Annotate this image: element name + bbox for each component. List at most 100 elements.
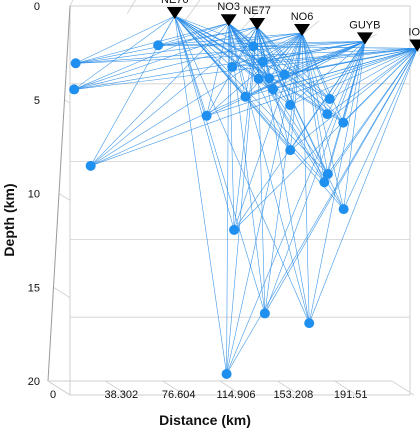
event-point bbox=[257, 56, 268, 67]
ray-path bbox=[174, 15, 233, 68]
y-tick-labels: 0 5 10 15 20 bbox=[28, 1, 40, 388]
ray-path bbox=[90, 41, 366, 167]
ray-paths bbox=[73, 15, 418, 375]
ray-path bbox=[284, 32, 303, 75]
floor-gridline bbox=[277, 380, 300, 396]
ray-path bbox=[174, 15, 266, 314]
event-point bbox=[322, 109, 333, 120]
ray-path bbox=[75, 15, 175, 64]
ray-path bbox=[233, 32, 303, 231]
ray-path bbox=[226, 48, 418, 375]
ray-path bbox=[75, 26, 258, 64]
ray-path bbox=[228, 23, 325, 183]
ray-path bbox=[289, 32, 303, 106]
station-marker bbox=[356, 32, 373, 45]
station-marker bbox=[166, 7, 183, 20]
ray-path bbox=[245, 26, 258, 97]
station-marker bbox=[409, 39, 420, 52]
event-point bbox=[338, 204, 349, 215]
ray-path bbox=[301, 33, 310, 324]
station-label: NO3 bbox=[217, 1, 240, 13]
event-point bbox=[279, 69, 290, 80]
y-tick-label: 15 bbox=[28, 282, 40, 294]
ray-path bbox=[324, 41, 366, 183]
event-point bbox=[338, 117, 349, 128]
floor-gridline bbox=[334, 380, 357, 396]
ray-path bbox=[206, 48, 418, 117]
event-point bbox=[248, 41, 259, 52]
floor-gridline bbox=[219, 380, 243, 396]
ray-path bbox=[264, 41, 366, 314]
grid-box bbox=[47, 0, 420, 396]
ray-path bbox=[301, 32, 344, 123]
x-tick-label: 38.302 bbox=[105, 389, 139, 401]
station-marker bbox=[294, 24, 311, 37]
ray-path bbox=[228, 22, 328, 115]
ray-path bbox=[289, 32, 303, 151]
ray-path bbox=[158, 22, 229, 46]
x-tick-label: 76.604 bbox=[162, 389, 196, 401]
ray-path bbox=[301, 32, 329, 175]
ray-path bbox=[174, 15, 235, 230]
ray-path bbox=[90, 23, 229, 167]
ray-path bbox=[226, 32, 303, 375]
event-point bbox=[253, 73, 264, 84]
ceiling-gridline bbox=[126, 0, 136, 14]
station-label: NO6 bbox=[291, 11, 314, 23]
event-point bbox=[221, 368, 232, 379]
y-tick-label: 5 bbox=[34, 95, 40, 107]
ray-path bbox=[269, 48, 418, 79]
event-point bbox=[285, 100, 296, 111]
station-marker bbox=[220, 14, 237, 27]
y-tick-label: 0 bbox=[34, 1, 40, 13]
ray-path bbox=[75, 41, 365, 64]
event-point bbox=[153, 40, 164, 51]
ray-path bbox=[226, 26, 258, 375]
ceiling-gridline bbox=[69, 0, 74, 7]
station-label: NE76 bbox=[161, 0, 189, 6]
ray-path bbox=[289, 41, 366, 106]
ray-path bbox=[228, 23, 235, 230]
ray-path bbox=[226, 41, 366, 375]
ray-path bbox=[301, 32, 331, 100]
ray-path bbox=[228, 22, 330, 100]
ray-path bbox=[308, 41, 366, 324]
station-label: NE77 bbox=[243, 5, 271, 17]
event-point bbox=[85, 160, 96, 171]
floor-gridline bbox=[47, 380, 71, 396]
event-point bbox=[319, 177, 330, 188]
ray-path bbox=[233, 48, 418, 231]
ray-path bbox=[226, 23, 229, 374]
event-point bbox=[322, 168, 333, 179]
ray-path bbox=[256, 26, 344, 123]
ray-path bbox=[256, 26, 328, 115]
ray-path bbox=[90, 48, 418, 167]
station-label: GUYB bbox=[349, 19, 380, 31]
event-point bbox=[259, 308, 270, 319]
depth-gridline bbox=[53, 286, 71, 299]
ray-path bbox=[256, 26, 330, 100]
station-label: IO1 bbox=[408, 26, 420, 38]
ray-path bbox=[90, 32, 303, 167]
depth-gridline bbox=[64, 99, 71, 104]
ray-path bbox=[245, 41, 366, 97]
ray-path bbox=[228, 23, 310, 324]
ray-path bbox=[228, 23, 329, 175]
event-point bbox=[227, 61, 238, 72]
ceiling-gridline bbox=[241, 6, 263, 30]
event-point bbox=[240, 91, 251, 102]
y-tick-label: 20 bbox=[28, 376, 40, 388]
event-point bbox=[229, 224, 240, 235]
ray-path bbox=[228, 23, 263, 62]
ray-path bbox=[284, 41, 366, 76]
ray-path bbox=[290, 48, 418, 151]
floor-gridline bbox=[391, 380, 415, 396]
ray-path bbox=[324, 48, 418, 183]
x-tick-label: 114.906 bbox=[217, 389, 256, 401]
event-point bbox=[264, 73, 275, 84]
ray-path bbox=[343, 41, 366, 210]
floor-gridline bbox=[162, 380, 185, 396]
ray-path bbox=[90, 15, 176, 166]
ray-path bbox=[74, 26, 258, 90]
